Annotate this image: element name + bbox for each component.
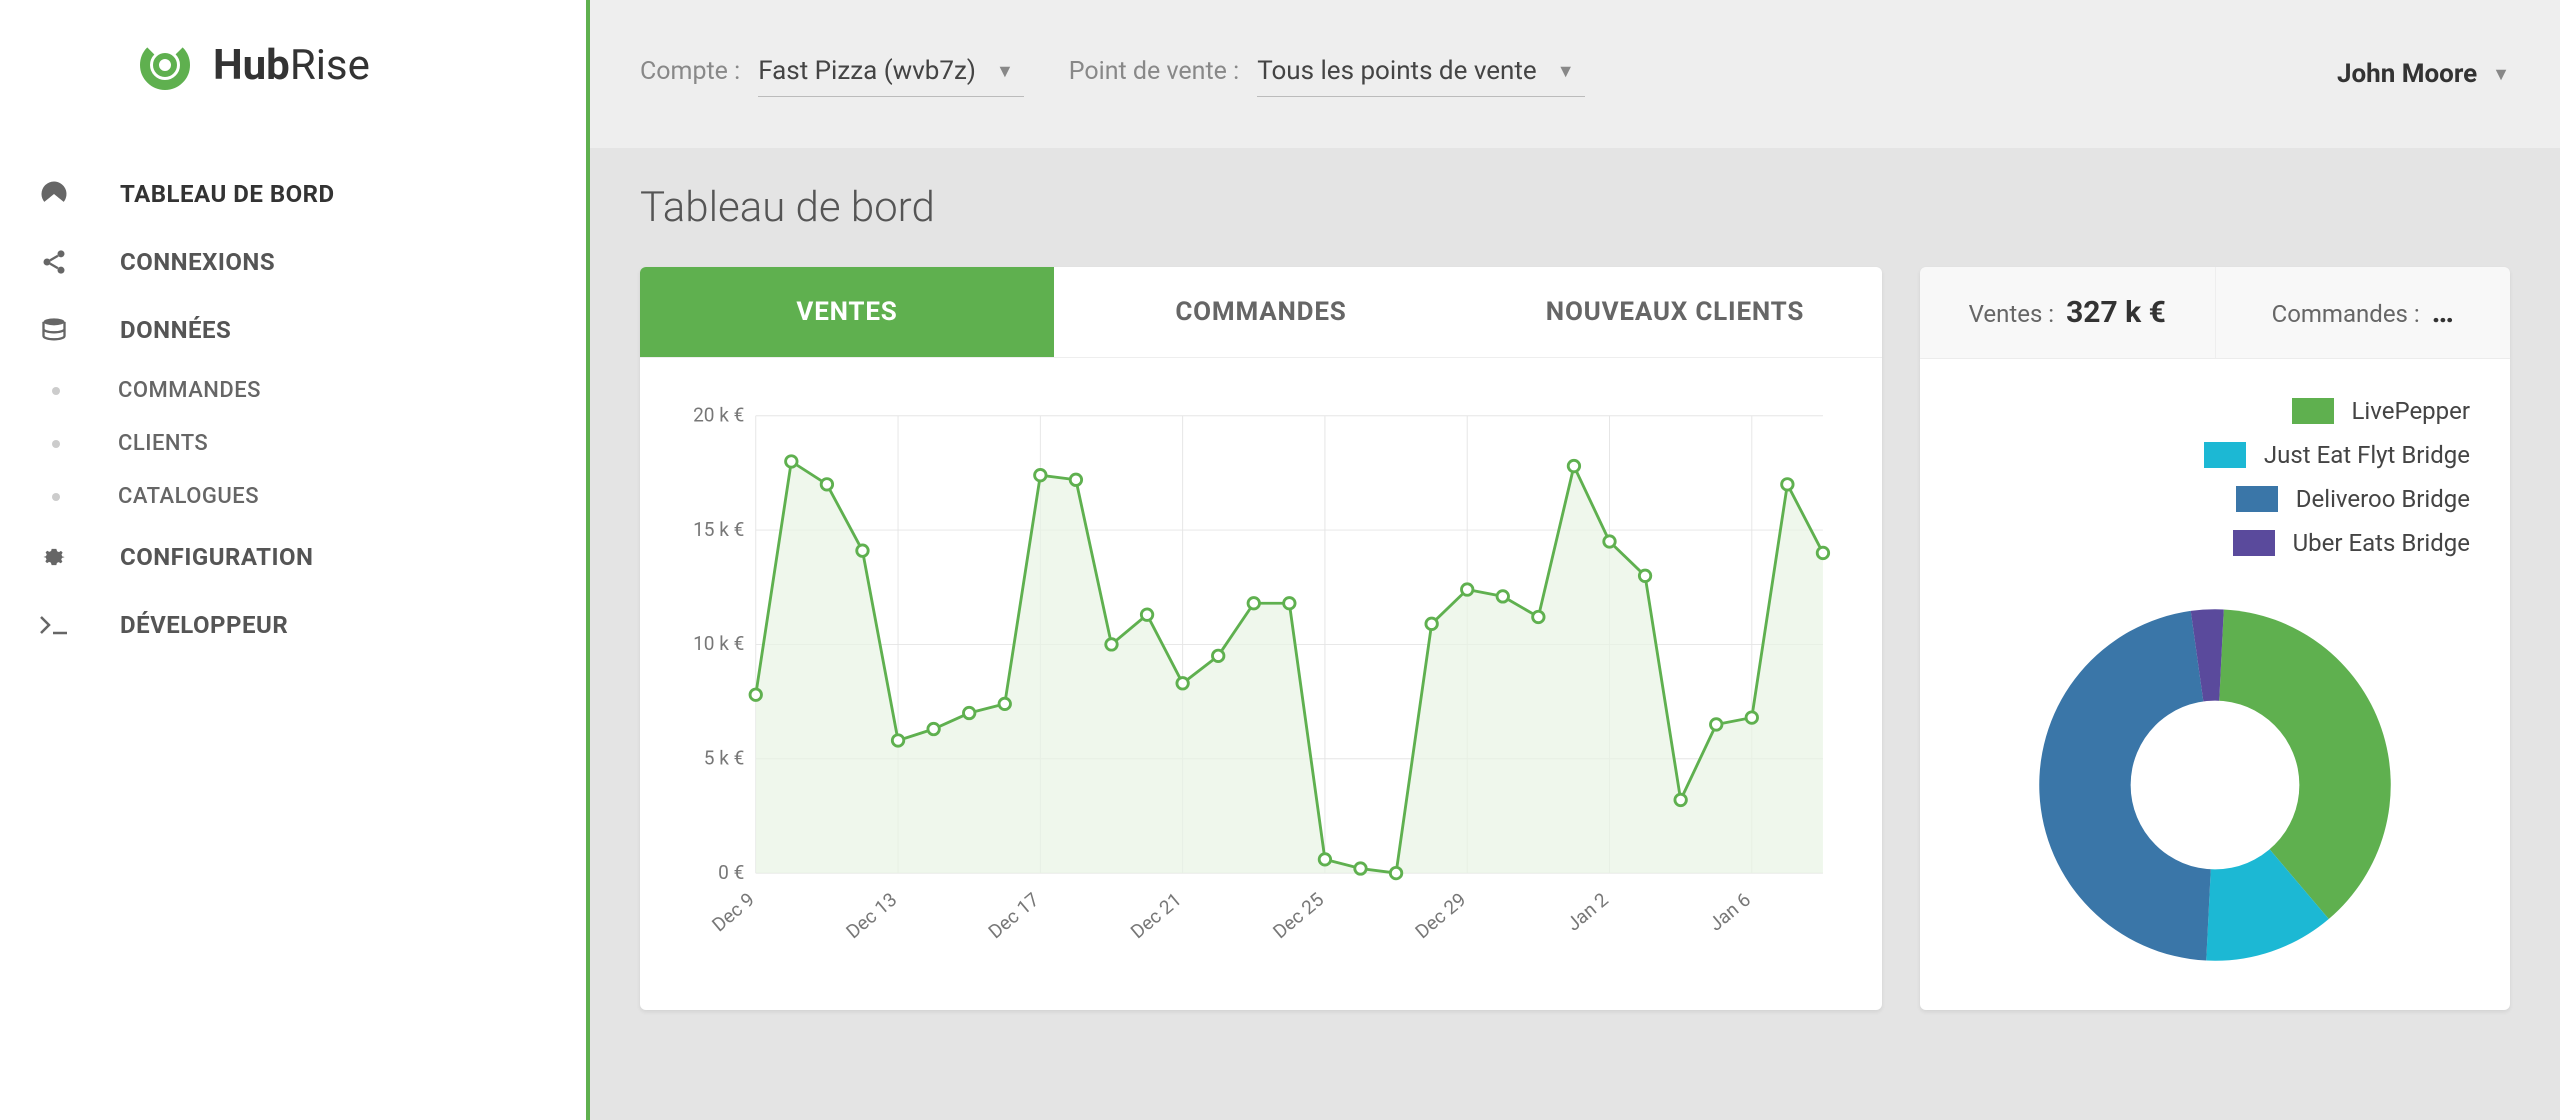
donut-chart <box>2030 600 2400 970</box>
content: Tableau de bord VENTES COMMANDES NOUVEAU… <box>590 148 2560 1120</box>
svg-text:Dec 17: Dec 17 <box>984 888 1044 943</box>
legend-text: LivePepper <box>2352 397 2471 425</box>
svg-text:10 k €: 10 k € <box>693 632 744 655</box>
gear-icon <box>38 541 70 573</box>
user-menu[interactable]: John Moore ▼ <box>2337 59 2510 89</box>
user-name: John Moore <box>2337 59 2477 89</box>
pos-value: Tous les points de vente <box>1257 56 1537 86</box>
legend-items: LivePepper Just Eat Flyt Bridge Deliveroo … <box>1960 389 2470 565</box>
sidebar-subitem-clients[interactable]: CLIENTS <box>0 417 586 470</box>
page-title: Tableau de bord <box>640 183 2510 232</box>
nav-label: CONFIGURATION <box>120 543 314 571</box>
pos-selector: Point de vente : Tous les points de vent… <box>1069 51 1585 97</box>
svg-text:Dec 29: Dec 29 <box>1411 888 1471 943</box>
legend-text: Uber Eats Bridge <box>2293 529 2470 557</box>
svg-text:5 k €: 5 k € <box>704 746 745 769</box>
pos-label: Point de vente : <box>1069 57 1239 86</box>
legend-panel: LivePepper Just Eat Flyt Bridge Deliveroo … <box>1920 359 2510 1010</box>
account-label: Compte : <box>640 57 740 86</box>
stat-label: Commandes : <box>2272 300 2420 328</box>
svg-text:0 €: 0 € <box>718 861 744 884</box>
stats-panel: Ventes : 327 k € Commandes : … LivePeppe… <box>1920 267 2510 1010</box>
legend-swatch <box>2236 486 2278 512</box>
brand-name-2: Rise <box>290 41 370 90</box>
chevron-down-icon: ▼ <box>2492 64 2510 85</box>
logo-icon <box>135 35 195 95</box>
dot-icon <box>52 387 60 395</box>
stat-commandes: Commandes : … <box>2216 267 2511 358</box>
chart-tabs: VENTES COMMANDES NOUVEAUX CLIENTS <box>640 267 1882 358</box>
legend-item: Uber Eats Bridge <box>1960 521 2470 565</box>
sub-label: COMMANDES <box>118 378 261 403</box>
sub-label: CATALOGUES <box>118 484 259 509</box>
database-icon <box>38 314 70 346</box>
legend-text: Just Eat Flyt Bridge <box>2264 441 2470 469</box>
sidebar-item-developer[interactable]: DÉVELOPPEUR <box>0 591 586 659</box>
chevron-down-icon: ▼ <box>996 61 1014 82</box>
nav-label: DÉVELOPPEUR <box>120 611 288 639</box>
sidebar-item-connexions[interactable]: CONNEXIONS <box>0 228 586 296</box>
stat-value: … <box>2432 295 2454 330</box>
legend-swatch <box>2233 530 2275 556</box>
stat-label: Ventes : <box>1969 300 2054 328</box>
topbar: Compte : Fast Pizza (wvb7z) ▼ Point de v… <box>590 0 2560 148</box>
legend-item: LivePepper <box>1960 389 2470 433</box>
pos-dropdown[interactable]: Tous les points de vente ▼ <box>1257 51 1584 97</box>
sub-label: CLIENTS <box>118 431 208 456</box>
dot-icon <box>52 440 60 448</box>
line-chart: 0 € 5 k € 10 k € 15 k € 20 k € Dec 9 Dec 13 Dec… <box>670 383 1842 963</box>
share-icon <box>38 246 70 278</box>
nav-label: CONNEXIONS <box>120 248 275 276</box>
stat-value: 327 k € <box>2066 295 2166 330</box>
nav: TABLEAU DE BORD CONNEXIONS DONNÉES COMMA… <box>0 140 586 659</box>
stat-ventes: Ventes : 327 k € <box>1920 267 2216 358</box>
stats-header: Ventes : 327 k € Commandes : … <box>1920 267 2510 359</box>
brand-name-1: Hub <box>213 41 290 90</box>
logo[interactable]: HubRise <box>0 0 586 140</box>
dashboard-icon <box>38 178 70 210</box>
nav-label: DONNÉES <box>120 316 231 344</box>
sidebar-subitem-commandes[interactable]: COMMANDES <box>0 364 586 417</box>
main: Compte : Fast Pizza (wvb7z) ▼ Point de v… <box>590 0 2560 1120</box>
chevron-down-icon: ▼ <box>1557 61 1575 82</box>
nav-label: TABLEAU DE BORD <box>120 180 335 208</box>
sidebar: HubRise TABLEAU DE BORD CONNEXIONS DONNÉ… <box>0 0 590 1120</box>
sidebar-item-configuration[interactable]: CONFIGURATION <box>0 523 586 591</box>
sidebar-item-dashboard[interactable]: TABLEAU DE BORD <box>0 160 586 228</box>
legend-item: Just Eat Flyt Bridge <box>1960 433 2470 477</box>
tab-ventes[interactable]: VENTES <box>640 267 1054 357</box>
sidebar-item-donnees[interactable]: DONNÉES <box>0 296 586 364</box>
svg-text:Dec 25: Dec 25 <box>1268 888 1328 943</box>
svg-text:Dec 13: Dec 13 <box>842 888 902 943</box>
svg-text:20 k €: 20 k € <box>693 403 744 426</box>
svg-text:15 k €: 15 k € <box>693 518 744 541</box>
svg-text:Jan 2: Jan 2 <box>1562 888 1613 936</box>
svg-text:Dec 9: Dec 9 <box>707 888 759 936</box>
account-selector: Compte : Fast Pizza (wvb7z) ▼ <box>640 51 1024 97</box>
chart-body: 0 € 5 k € 10 k € 15 k € 20 k € Dec 9 Dec 13 Dec… <box>640 358 1882 997</box>
svg-text:Jan 6: Jan 6 <box>1704 888 1755 936</box>
tab-commandes[interactable]: COMMANDES <box>1054 267 1468 357</box>
dot-icon <box>52 493 60 501</box>
sidebar-subitem-catalogues[interactable]: CATALOGUES <box>0 470 586 523</box>
account-value: Fast Pizza (wvb7z) <box>758 56 976 86</box>
legend-swatch <box>2204 442 2246 468</box>
account-dropdown[interactable]: Fast Pizza (wvb7z) ▼ <box>758 51 1024 97</box>
svg-text:Dec 21: Dec 21 <box>1126 888 1186 943</box>
tab-nouveaux-clients[interactable]: NOUVEAUX CLIENTS <box>1468 267 1882 357</box>
chart-panel: VENTES COMMANDES NOUVEAUX CLIENTS 0 € 5 k… <box>640 267 1882 1010</box>
legend-item: Deliveroo Bridge <box>1960 477 2470 521</box>
legend-swatch <box>2292 398 2334 424</box>
terminal-icon <box>38 609 70 641</box>
legend-text: Deliveroo Bridge <box>2296 485 2470 513</box>
